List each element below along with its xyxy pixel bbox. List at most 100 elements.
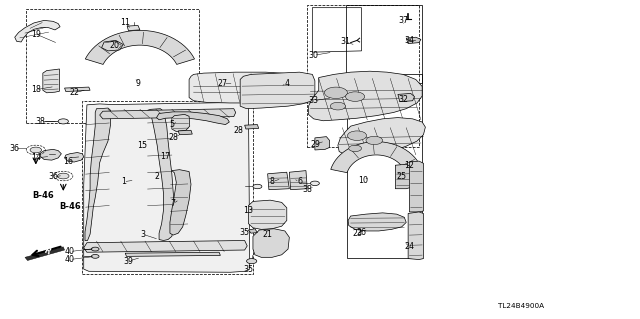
Polygon shape (338, 118, 426, 156)
Circle shape (92, 247, 99, 251)
Text: 36: 36 (48, 173, 58, 182)
Circle shape (253, 184, 262, 189)
Polygon shape (308, 71, 422, 121)
Polygon shape (157, 112, 229, 124)
Text: 34: 34 (404, 36, 415, 45)
Text: 36: 36 (10, 144, 20, 153)
Text: 28: 28 (234, 126, 243, 135)
Polygon shape (253, 229, 289, 257)
Polygon shape (43, 69, 60, 93)
Polygon shape (15, 20, 60, 42)
Text: FR.: FR. (38, 244, 55, 258)
Text: 22: 22 (69, 88, 79, 97)
Text: 28: 28 (168, 133, 178, 142)
Text: B-46: B-46 (33, 190, 54, 200)
Circle shape (246, 259, 257, 264)
Polygon shape (100, 109, 236, 119)
Polygon shape (406, 37, 421, 44)
Text: 9: 9 (136, 79, 140, 88)
Text: 37: 37 (398, 16, 408, 25)
Text: 32: 32 (398, 95, 408, 104)
Polygon shape (84, 241, 247, 252)
Polygon shape (331, 142, 422, 173)
Polygon shape (65, 152, 84, 162)
Polygon shape (85, 108, 111, 241)
Polygon shape (84, 102, 250, 272)
Polygon shape (189, 72, 312, 103)
Polygon shape (348, 213, 406, 231)
Text: 21: 21 (262, 230, 273, 239)
Polygon shape (410, 161, 424, 212)
Polygon shape (398, 93, 415, 102)
Text: 7: 7 (171, 199, 175, 208)
Text: 39: 39 (124, 257, 133, 266)
Circle shape (58, 173, 69, 179)
Circle shape (92, 255, 99, 258)
Polygon shape (396, 164, 411, 189)
Circle shape (366, 136, 383, 145)
Circle shape (330, 102, 346, 110)
Text: 5: 5 (170, 120, 174, 129)
Text: 12: 12 (404, 161, 415, 170)
Text: 26: 26 (356, 228, 367, 237)
Text: 24: 24 (404, 242, 415, 251)
Text: 31: 31 (340, 38, 351, 47)
Text: 16: 16 (63, 157, 73, 166)
Polygon shape (248, 229, 257, 233)
Polygon shape (408, 212, 424, 260)
Circle shape (349, 145, 362, 152)
Text: 30: 30 (308, 51, 319, 60)
Text: 17: 17 (161, 152, 170, 161)
Text: 10: 10 (358, 176, 369, 185)
Polygon shape (248, 200, 287, 229)
Text: 38: 38 (302, 185, 312, 194)
Polygon shape (148, 109, 174, 241)
Polygon shape (127, 26, 140, 31)
Text: 35: 35 (239, 228, 250, 237)
Text: 8: 8 (269, 177, 275, 186)
Text: 14: 14 (31, 153, 41, 162)
Polygon shape (244, 124, 259, 129)
Text: 3: 3 (140, 230, 145, 239)
Text: 40: 40 (65, 247, 75, 256)
Text: 23: 23 (352, 229, 362, 238)
Text: 33: 33 (308, 96, 319, 105)
Text: B-46: B-46 (60, 202, 81, 211)
Text: TL24B4900A: TL24B4900A (498, 303, 544, 308)
Circle shape (324, 87, 348, 99)
Polygon shape (172, 115, 189, 131)
Polygon shape (315, 137, 330, 150)
Text: 4: 4 (284, 79, 289, 88)
Polygon shape (25, 247, 65, 261)
Circle shape (58, 119, 68, 124)
Polygon shape (40, 149, 61, 160)
Polygon shape (125, 252, 220, 256)
Text: 11: 11 (120, 19, 130, 27)
Polygon shape (178, 130, 192, 135)
Circle shape (30, 147, 42, 153)
Polygon shape (289, 171, 307, 190)
Text: 15: 15 (138, 141, 147, 150)
Text: 27: 27 (218, 79, 228, 88)
Text: 19: 19 (31, 30, 41, 39)
Text: 38: 38 (35, 117, 45, 126)
Text: 2: 2 (155, 173, 159, 182)
Polygon shape (102, 41, 124, 51)
Circle shape (348, 131, 367, 140)
Text: 25: 25 (397, 172, 407, 181)
Text: 6: 6 (297, 177, 302, 186)
Polygon shape (85, 30, 195, 64)
Text: 1: 1 (121, 177, 126, 186)
Text: 20: 20 (109, 41, 120, 50)
Text: 40: 40 (65, 255, 75, 264)
Polygon shape (65, 87, 90, 92)
Polygon shape (170, 170, 191, 235)
Text: 18: 18 (31, 85, 41, 94)
Circle shape (346, 92, 365, 101)
Text: 29: 29 (310, 140, 320, 149)
Text: 35: 35 (243, 264, 253, 274)
Polygon shape (240, 72, 315, 109)
Polygon shape (268, 172, 289, 190)
Circle shape (310, 181, 319, 186)
Text: 13: 13 (243, 206, 253, 215)
